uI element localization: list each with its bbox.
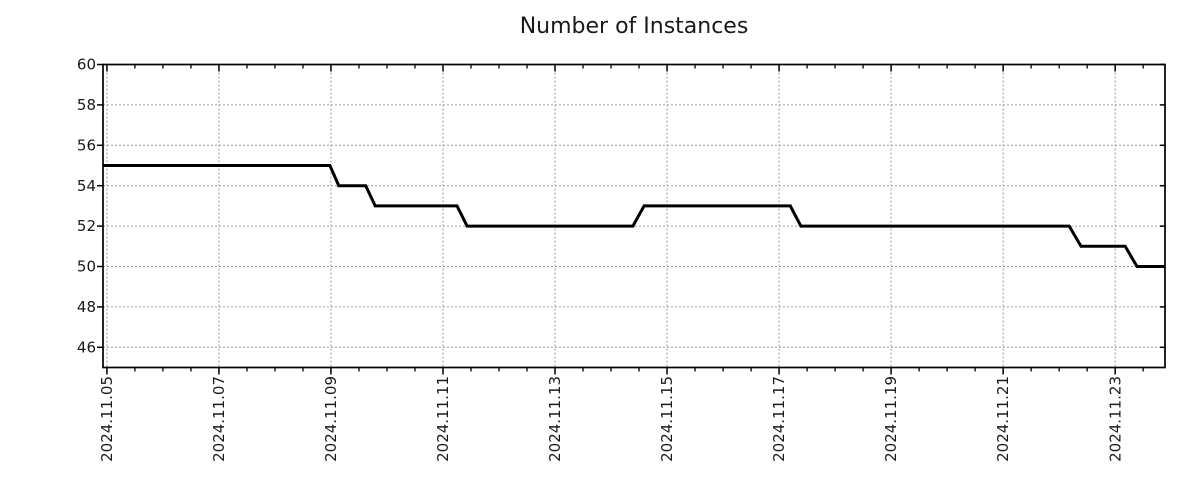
y-tick-label: 50	[77, 258, 96, 276]
y-tick-label: 46	[77, 338, 96, 356]
x-tick-label: 2024.11.15	[658, 376, 676, 462]
plot-border	[102, 63, 1166, 369]
x-tick-label: 2024.11.07	[210, 376, 228, 462]
x-tick-label: 2024.11.19	[882, 376, 900, 462]
y-tick-label: 54	[77, 177, 96, 195]
chart-title: Number of Instances	[519, 14, 749, 39]
x-tick-label: 2024.11.09	[322, 376, 340, 462]
x-tick-label: 2024.11.05	[98, 376, 116, 462]
y-tick-label: 52	[77, 217, 96, 235]
x-tick-label: 2024.11.23	[1106, 376, 1124, 462]
y-tick-label: 48	[77, 298, 96, 316]
x-tick-label: 2024.11.21	[994, 376, 1012, 462]
y-tick-label: 56	[77, 136, 96, 154]
x-tick-label: 2024.11.13	[546, 376, 564, 462]
y-tick-label: 60	[77, 56, 96, 74]
series-line	[103, 164, 1165, 268]
x-tick-label: 2024.11.17	[770, 376, 788, 462]
y-tick-label: 58	[77, 96, 96, 114]
x-tick-label: 2024.11.11	[434, 376, 452, 462]
